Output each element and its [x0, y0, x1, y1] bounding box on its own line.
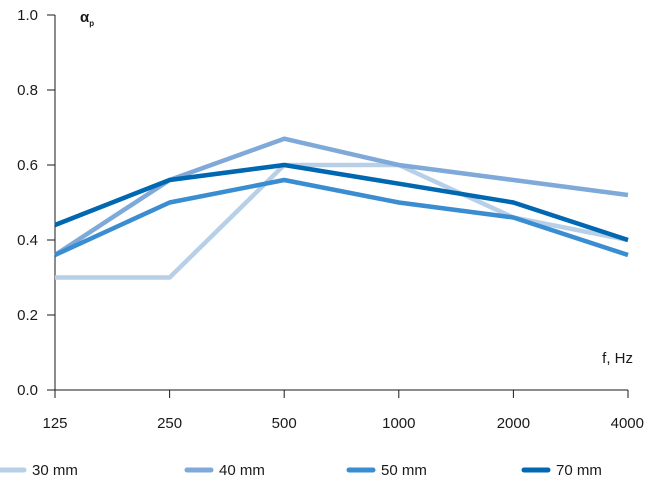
legend-item: 50 mm	[346, 462, 427, 479]
legend-item: 40 mm	[184, 462, 265, 479]
x-tick-label: 4000	[611, 415, 644, 432]
x-axis: 125 250 500 1000 2000 4000	[42, 389, 644, 432]
series-line-70-mm	[54, 162, 629, 243]
y-axis-label: αp	[80, 9, 94, 28]
series-line-40-mm	[53, 136, 629, 257]
x-axis-label: f, Hz	[602, 350, 633, 367]
y-tick-label: 0.8	[17, 82, 38, 99]
y-tick-label: 0.6	[17, 157, 38, 174]
legend-label: 70 mm	[556, 462, 602, 479]
series-line-50-mm	[54, 177, 629, 258]
y-tick-label: 0.2	[17, 307, 38, 324]
x-tick-label: 2000	[497, 415, 530, 432]
series-layer	[53, 136, 629, 280]
y-tick-label: 1.0	[17, 7, 38, 24]
x-tick-label: 250	[157, 415, 182, 432]
legend-item: 30 mm	[0, 462, 78, 479]
x-tick-label: 1000	[382, 415, 415, 432]
legend-label: 40 mm	[219, 462, 265, 479]
y-axis: 0.0 0.2 0.4 0.6 0.8 1.0	[17, 7, 56, 399]
x-tick-label: 125	[42, 415, 67, 432]
y-tick-label: 0.4	[17, 232, 38, 249]
axis-labels: αp f, Hz	[80, 9, 633, 367]
legend-label: 50 mm	[381, 462, 427, 479]
y-tick-label: 0.0	[17, 382, 38, 399]
x-tick-label: 500	[272, 415, 297, 432]
series-line-30-mm	[55, 162, 629, 280]
legend-label: 30 mm	[32, 462, 78, 479]
legend-item: 70 mm	[521, 462, 602, 479]
legend: 30 mm 40 mm 50 mm 70 mm	[0, 462, 602, 479]
